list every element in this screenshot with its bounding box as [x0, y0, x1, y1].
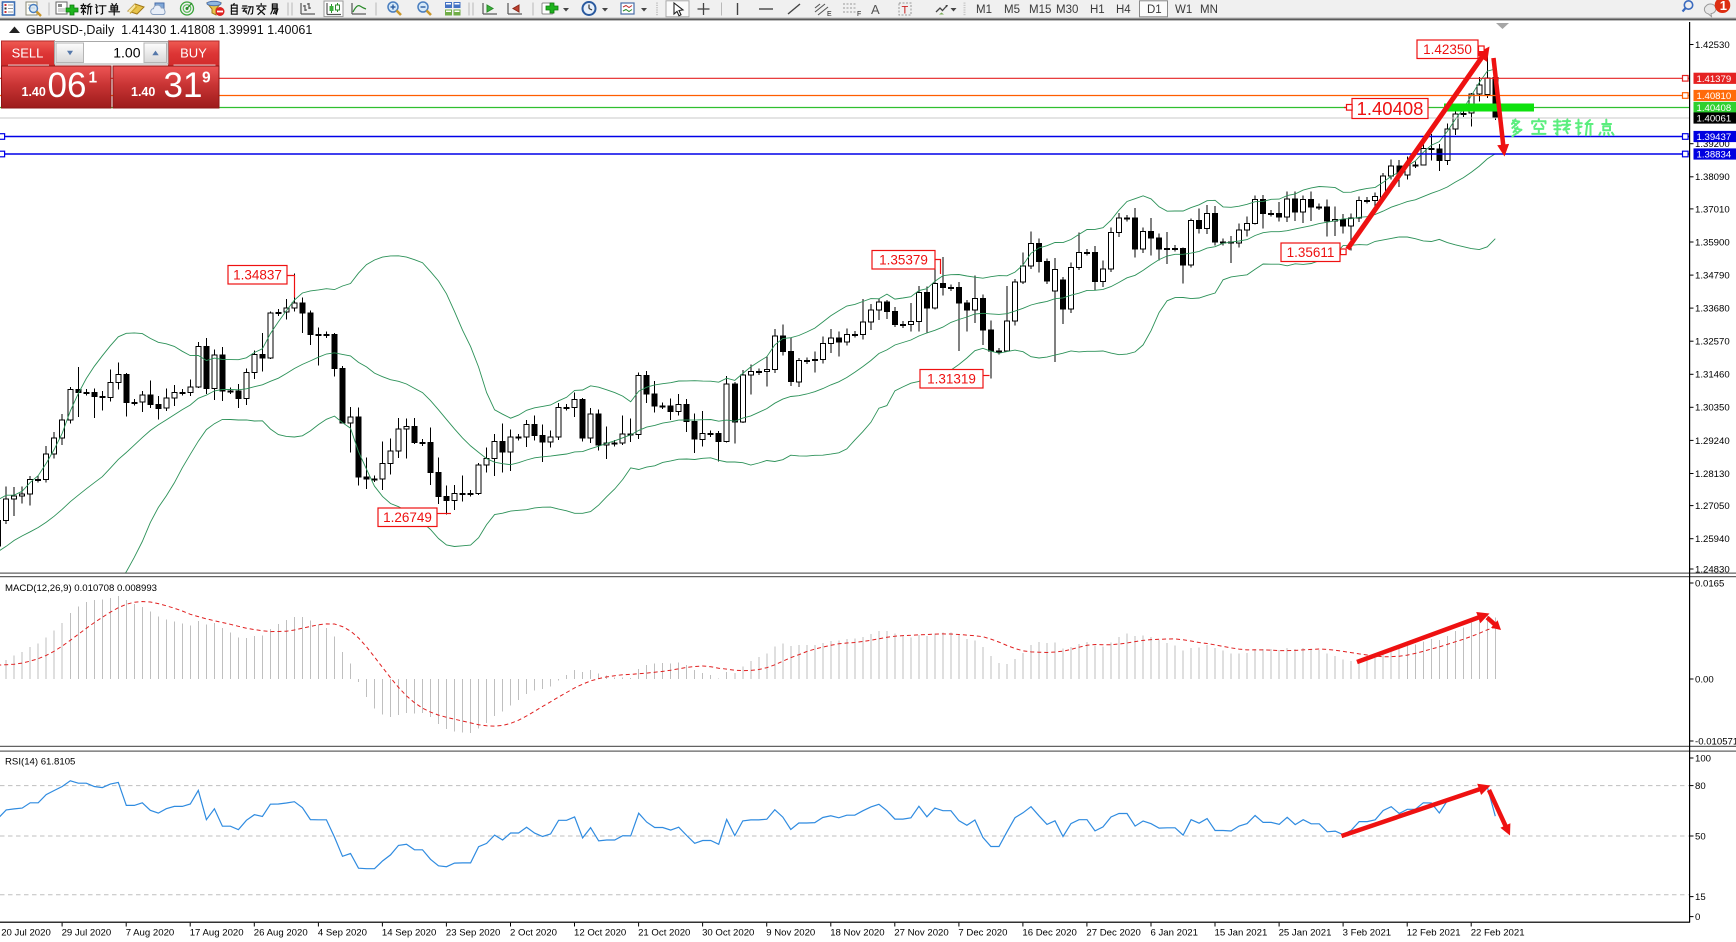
svg-text:1.40061: 1.40061 — [1697, 114, 1732, 125]
svg-text:1.42530: 1.42530 — [1695, 40, 1730, 51]
svg-text:1: 1 — [89, 70, 98, 87]
svg-text:31: 31 — [164, 66, 203, 105]
svg-text:D1: D1 — [1147, 4, 1162, 16]
svg-text:6 Jan 2021: 6 Jan 2021 — [1151, 928, 1198, 939]
svg-text:100: 100 — [1695, 753, 1711, 764]
svg-text:12 Feb 2021: 12 Feb 2021 — [1407, 928, 1461, 939]
svg-text:1.27050: 1.27050 — [1695, 501, 1730, 512]
svg-text:1.25940: 1.25940 — [1695, 534, 1730, 545]
svg-text:1.38090: 1.38090 — [1695, 172, 1730, 183]
svg-text:1.40408: 1.40408 — [1697, 103, 1732, 114]
svg-text:1: 1 — [1720, 0, 1727, 13]
svg-text:1.30350: 1.30350 — [1695, 403, 1730, 414]
svg-text:1.40810: 1.40810 — [1697, 91, 1732, 102]
svg-text:4 Sep 2020: 4 Sep 2020 — [318, 928, 367, 939]
svg-text:1.40: 1.40 — [131, 85, 155, 99]
svg-text:21 Oct 2020: 21 Oct 2020 — [638, 928, 690, 939]
svg-text:1.37010: 1.37010 — [1695, 204, 1730, 215]
svg-text:27 Dec 2020: 27 Dec 2020 — [1086, 928, 1140, 939]
svg-text:29 Jul 2020: 29 Jul 2020 — [62, 928, 112, 939]
svg-text:W1: W1 — [1175, 4, 1192, 16]
svg-text:MACD(12,26,9) 0.010708 0.00899: MACD(12,26,9) 0.010708 0.008993 — [5, 583, 157, 594]
svg-text:0.00: 0.00 — [1695, 674, 1714, 685]
svg-text:1.31460: 1.31460 — [1695, 370, 1730, 381]
svg-text:7 Aug 2020: 7 Aug 2020 — [126, 928, 175, 939]
svg-text:7 Dec 2020: 7 Dec 2020 — [958, 928, 1007, 939]
svg-text:1.24830: 1.24830 — [1695, 564, 1730, 575]
svg-text:M5: M5 — [1004, 4, 1020, 16]
svg-text:15 Jan 2021: 15 Jan 2021 — [1215, 928, 1268, 939]
svg-text:30 Oct 2020: 30 Oct 2020 — [702, 928, 754, 939]
svg-text:1.38834: 1.38834 — [1697, 150, 1732, 161]
svg-text:1.34790: 1.34790 — [1695, 271, 1730, 282]
svg-text:50: 50 — [1695, 831, 1706, 842]
svg-text:1.39200: 1.39200 — [1695, 139, 1730, 150]
svg-text:T: T — [902, 5, 909, 17]
svg-text:F: F — [857, 11, 861, 18]
svg-text:1.35379: 1.35379 — [879, 253, 928, 268]
svg-text:18 Nov 2020: 18 Nov 2020 — [830, 928, 884, 939]
svg-text:1.26749: 1.26749 — [383, 510, 432, 525]
svg-text:15: 15 — [1695, 892, 1706, 903]
svg-text:RSI(14) 61.8105: RSI(14) 61.8105 — [5, 757, 75, 768]
svg-text:BUY: BUY — [180, 46, 207, 61]
svg-text:1.35611: 1.35611 — [1287, 245, 1335, 260]
svg-text:1.31319: 1.31319 — [927, 372, 976, 387]
svg-text:14 Sep 2020: 14 Sep 2020 — [382, 928, 436, 939]
svg-text:1.00: 1.00 — [113, 45, 140, 61]
svg-text:16 Dec 2020: 16 Dec 2020 — [1022, 928, 1076, 939]
svg-text:GBPUSD-,Daily 1.41430 1.41808: GBPUSD-,Daily 1.41430 1.41808 1.39991 1.… — [26, 23, 312, 37]
svg-text:3 Feb 2021: 3 Feb 2021 — [1343, 928, 1392, 939]
svg-text:E: E — [827, 11, 832, 18]
svg-text:1.40408: 1.40408 — [1357, 98, 1424, 119]
svg-text:A: A — [871, 2, 880, 17]
svg-text:1.29240: 1.29240 — [1695, 436, 1730, 447]
svg-text:9 Nov 2020: 9 Nov 2020 — [766, 928, 815, 939]
svg-text:H4: H4 — [1116, 4, 1131, 16]
svg-text:06: 06 — [48, 66, 87, 105]
svg-text:0: 0 — [1695, 912, 1700, 923]
svg-text:1.32570: 1.32570 — [1695, 337, 1730, 348]
svg-text:M30: M30 — [1056, 4, 1078, 16]
svg-text:1.35900: 1.35900 — [1695, 237, 1730, 248]
svg-text:1.34837: 1.34837 — [233, 268, 282, 283]
svg-text:17 Aug 2020: 17 Aug 2020 — [190, 928, 244, 939]
svg-text:M1: M1 — [976, 4, 992, 16]
svg-text:1.33680: 1.33680 — [1695, 304, 1730, 315]
svg-text:1.42350: 1.42350 — [1423, 42, 1472, 57]
svg-text:27 Nov 2020: 27 Nov 2020 — [894, 928, 948, 939]
svg-text:1.41379: 1.41379 — [1697, 74, 1732, 85]
svg-text:MN: MN — [1200, 4, 1218, 16]
svg-text:80: 80 — [1695, 781, 1706, 792]
svg-text:1.40: 1.40 — [22, 85, 46, 99]
svg-text:9: 9 — [202, 70, 211, 87]
svg-text:0.0165: 0.0165 — [1695, 578, 1724, 589]
svg-text:12 Oct 2020: 12 Oct 2020 — [574, 928, 626, 939]
svg-text:26 Aug 2020: 26 Aug 2020 — [254, 928, 308, 939]
svg-text:22 Feb 2021: 22 Feb 2021 — [1471, 928, 1525, 939]
svg-text:SELL: SELL — [12, 46, 44, 61]
svg-text:1.39437: 1.39437 — [1697, 132, 1732, 143]
svg-text:23 Sep 2020: 23 Sep 2020 — [446, 928, 500, 939]
svg-text:-0.010571: -0.010571 — [1695, 736, 1736, 747]
svg-text:20 Jul 2020: 20 Jul 2020 — [1, 928, 51, 939]
svg-text:25 Jan 2021: 25 Jan 2021 — [1279, 928, 1332, 939]
svg-text:1.28130: 1.28130 — [1695, 469, 1730, 480]
svg-text:M15: M15 — [1029, 4, 1051, 16]
svg-text:2 Oct 2020: 2 Oct 2020 — [510, 928, 557, 939]
svg-text:H1: H1 — [1090, 4, 1105, 16]
